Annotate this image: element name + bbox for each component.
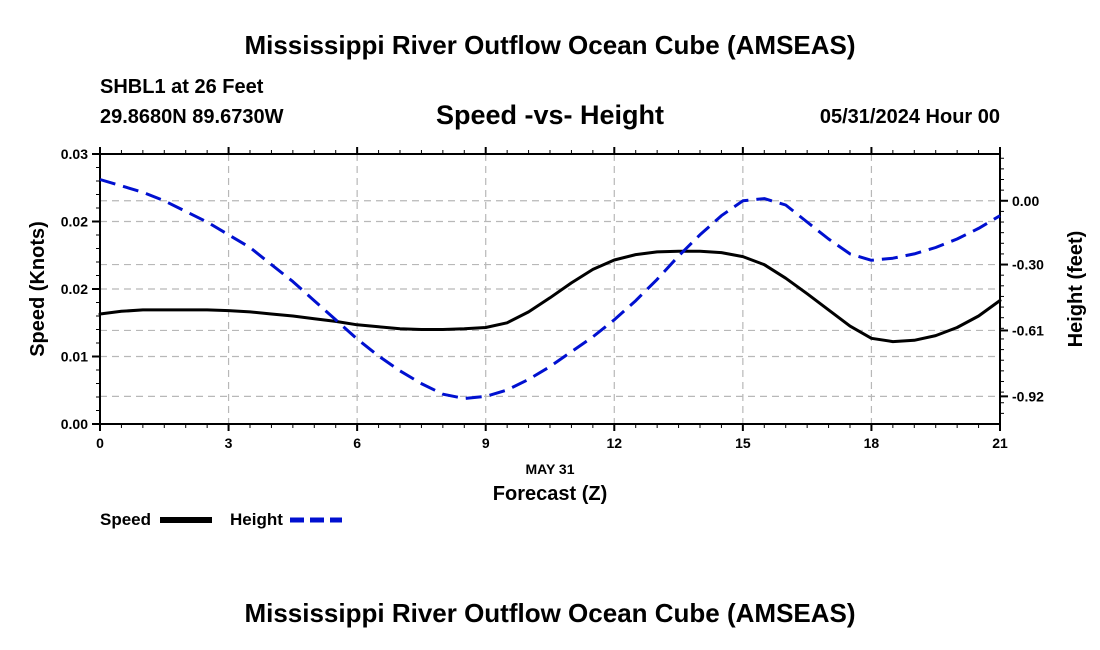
forecast-datetime: 05/31/2024 Hour 00 (819, 106, 1000, 128)
height-series-line (99, 178, 1001, 400)
y-axis-right-title: Height (feet) (1065, 231, 1087, 348)
x-tick-label: 6 (353, 435, 361, 451)
chart-subtitle: Speed -vs- Height (435, 100, 665, 130)
y-axis-left-title: Speed (Knots) (27, 221, 49, 357)
x-tick-label: 21 (992, 435, 1008, 451)
y-right-tick-label: 0.00 (1012, 193, 1039, 209)
footer-chart-title: Mississippi River Outflow Ocean Cube (AM… (244, 598, 856, 628)
x-tick-label: 15 (735, 435, 751, 451)
legend-height-label: Height (230, 510, 283, 529)
y-left-tick-label: 0.02 (61, 214, 88, 230)
station-label: SHBL1 at 26 Feet (100, 76, 264, 98)
x-axis-date-label: MAY 31 (525, 461, 574, 477)
plot-frame (99, 153, 1001, 425)
x-tick-label: 0 (96, 435, 104, 451)
y-left-tick-label: 0.00 (61, 416, 88, 432)
x-tick-label: 9 (482, 435, 490, 451)
x-tick-label: 18 (864, 435, 880, 451)
y-right-tick-label: -0.92 (1012, 388, 1044, 404)
y-left-tick-label: 0.03 (61, 146, 88, 162)
y-left-tick-label: 0.01 (61, 349, 88, 365)
chart-main-title: Mississippi River Outflow Ocean Cube (AM… (244, 30, 856, 60)
y-right-tick-label: -0.30 (1012, 257, 1044, 273)
speed-series-line (98, 249, 1002, 344)
x-tick-label: 12 (606, 435, 622, 451)
x-tick-label: 3 (225, 435, 233, 451)
y-left-tick-label: 0.02 (61, 281, 88, 297)
x-axis-title: Forecast (Z) (493, 483, 607, 505)
y-right-tick-label: -0.61 (1012, 322, 1044, 338)
legend-speed-label: Speed (100, 510, 151, 529)
legend: Speed Height (100, 510, 342, 529)
station-coordinates: 29.8680N 89.6730W (100, 106, 284, 128)
